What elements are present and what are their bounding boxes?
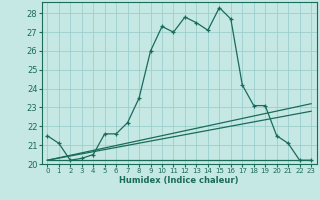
X-axis label: Humidex (Indice chaleur): Humidex (Indice chaleur) — [119, 176, 239, 185]
